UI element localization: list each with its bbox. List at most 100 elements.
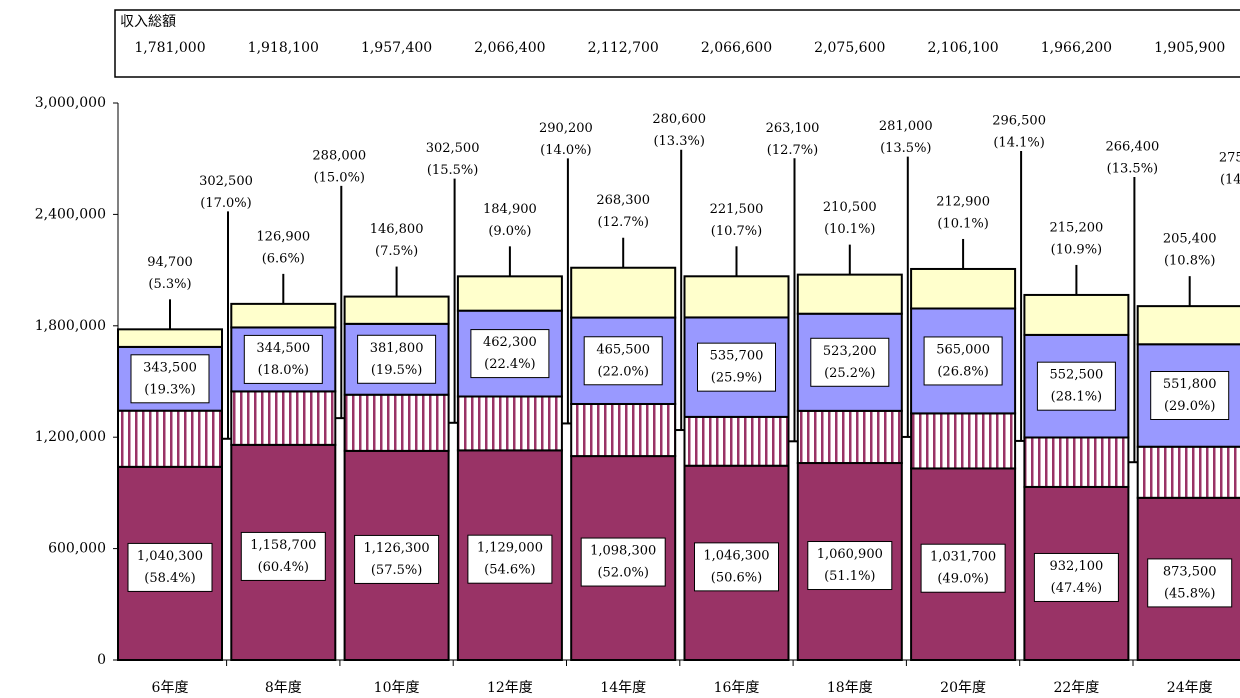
value-label: 551,800: [1163, 377, 1217, 392]
bar-segment: [343, 393, 450, 452]
value-label: 263,100: [766, 121, 820, 136]
bar-segment: [1136, 305, 1240, 346]
total-value: 1,781,000: [134, 40, 205, 56]
share-label: (50.6%): [711, 570, 762, 585]
label-box: [694, 542, 779, 592]
share-label: (45.8%): [1164, 586, 1215, 601]
label-box: [920, 543, 1006, 593]
label-box: [1150, 370, 1230, 420]
value-label: 205,400: [1163, 232, 1217, 247]
bar-segment: [456, 395, 563, 452]
bar-segment: [570, 266, 677, 319]
label-box: [1036, 361, 1116, 411]
share-label: (25.2%): [824, 366, 875, 381]
x-tick-label: 12年度: [487, 680, 533, 696]
value-label: 1,098,300: [590, 544, 656, 559]
bar-segment: [230, 390, 337, 446]
value-label: 462,300: [483, 335, 537, 350]
total-box: [114, 9, 1240, 78]
share-label: (15.5%): [427, 163, 478, 178]
bar-segment: [1023, 293, 1130, 336]
bar-segment: [910, 267, 1017, 310]
x-tick-label: 14年度: [600, 680, 646, 696]
value-label: 523,200: [823, 344, 877, 359]
value-label: 932,100: [1050, 559, 1104, 574]
share-label: (25.9%): [711, 371, 762, 386]
x-tick-label: 20年度: [940, 680, 986, 696]
bar-segment: [683, 415, 790, 467]
y-tick-label: 0: [97, 652, 106, 668]
bar-segment: [1023, 436, 1130, 488]
share-label: (54.6%): [484, 563, 535, 578]
value-label: 535,700: [710, 349, 764, 364]
bar-segment: [570, 402, 677, 458]
label-box: [1033, 552, 1119, 602]
total-value: 2,106,100: [927, 40, 998, 56]
share-label: (10.1%): [937, 216, 988, 231]
total-value: 2,066,600: [701, 40, 772, 56]
share-label: (18.0%): [258, 363, 309, 378]
label-box: [583, 336, 663, 386]
value-label: 221,500: [710, 202, 764, 217]
share-label: (28.1%): [1051, 390, 1102, 405]
bar-segment: [343, 295, 450, 325]
share-label: (22.4%): [484, 357, 535, 372]
bar-segment: [230, 302, 337, 329]
y-tick-label: 1,800,000: [35, 318, 106, 334]
share-label: (10.7%): [711, 224, 762, 239]
x-tick-label: 22年度: [1053, 680, 1099, 696]
value-label: 873,500: [1163, 564, 1217, 579]
label-box: [467, 534, 553, 584]
share-label: (6.6%): [262, 251, 305, 266]
bar-segment: [683, 275, 790, 319]
share-label: (9.0%): [488, 224, 531, 239]
x-tick-label: 16年度: [714, 680, 760, 696]
share-label: (13.3%): [653, 134, 704, 149]
share-label: (49.0%): [937, 572, 988, 587]
share-label: (51.1%): [824, 569, 875, 584]
value-label: 381,800: [370, 341, 424, 356]
share-label: (47.4%): [1051, 581, 1102, 596]
share-label: (12.7%): [597, 215, 648, 230]
y-tick-label: 600,000: [48, 541, 106, 557]
bar-segment: [117, 328, 223, 348]
share-label: (10.9%): [1051, 242, 1102, 257]
value-label: 302,500: [199, 174, 253, 189]
value-label: 210,500: [823, 200, 877, 215]
total-value: 1,966,200: [1041, 40, 1112, 56]
total-value: 1,957,400: [361, 40, 432, 56]
value-label: 212,900: [936, 194, 990, 209]
value-label: 288,000: [312, 148, 366, 163]
label-box: [697, 342, 776, 392]
share-label: (60.4%): [258, 560, 309, 575]
bar-segment: [117, 409, 223, 468]
share-label: (52.0%): [597, 566, 648, 581]
label-box: [243, 334, 323, 384]
total-value: 2,112,700: [588, 40, 659, 56]
value-label: 266,400: [1106, 139, 1160, 154]
label-box: [807, 541, 893, 591]
total-value: 1,905,900: [1154, 40, 1225, 56]
x-tick-label: 24年度: [1167, 680, 1213, 696]
share-label: (58.4%): [144, 571, 195, 586]
y-tick-label: 3,000,000: [35, 95, 106, 111]
share-label: (19.5%): [371, 363, 422, 378]
share-label: (12.7%): [767, 143, 818, 158]
value-label: 280,600: [652, 112, 706, 127]
label-box: [1147, 558, 1233, 608]
value-label: 302,500: [426, 141, 480, 156]
bar-segment: [910, 412, 1017, 470]
share-label: (7.5%): [375, 244, 418, 259]
total-label: 収入総額: [120, 14, 176, 30]
share-label: (57.5%): [371, 563, 422, 578]
share-label: (13.5%): [880, 141, 931, 156]
label-box: [470, 329, 550, 379]
share-label: (13.5%): [1107, 161, 1158, 176]
value-label: 94,700: [147, 255, 193, 270]
value-label: 1,060,900: [817, 547, 883, 562]
value-label: 1,129,000: [477, 541, 543, 556]
label-box: [354, 534, 440, 584]
label-box: [810, 337, 890, 387]
value-label: 1,126,300: [364, 541, 430, 556]
